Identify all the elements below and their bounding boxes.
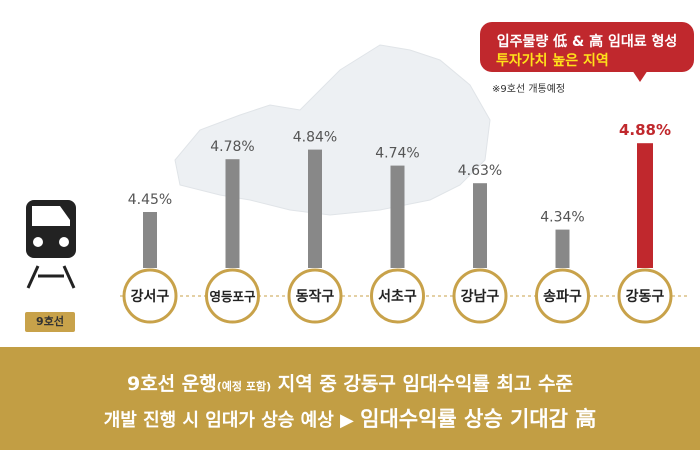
category-label-0: 강서구 bbox=[131, 288, 170, 305]
footer-line1: 9호선 운행(예정 포함) 지역 중 강동구 임대수익률 최고 수준 bbox=[0, 369, 700, 396]
callout-line2: 투자가치 높은 지역 bbox=[496, 53, 609, 69]
bar-chart: 4.45% 강서구 4.78% 영등포구 4.84% 동작구 4.74% 서초구 4.63% 강남… bbox=[120, 121, 690, 324]
value-label-0: 4.45% bbox=[128, 192, 172, 208]
value-label-1: 4.78% bbox=[210, 139, 254, 155]
callout-box: 입주물량 低 & 高 임대료 형성 투자가치 높은 지역 bbox=[480, 22, 694, 72]
footer-line1-b: 지역 중 강동구 임대수익률 최고 수준 bbox=[271, 373, 574, 395]
bar-1 bbox=[225, 159, 240, 268]
value-label-3: 4.74% bbox=[375, 146, 419, 162]
bar-6 bbox=[637, 143, 653, 268]
callout-tail bbox=[632, 70, 648, 82]
category-label-2: 동작구 bbox=[296, 288, 335, 305]
subway-train-icon bbox=[14, 196, 86, 300]
line-9-badge: 9호선 bbox=[25, 312, 75, 332]
category-circle-2 bbox=[287, 268, 343, 324]
callout-line1: 입주물량 低 & 高 임대료 형성 bbox=[496, 34, 678, 50]
bar-0 bbox=[143, 212, 157, 268]
value-label-2: 4.84% bbox=[293, 130, 337, 146]
value-label-5: 4.34% bbox=[540, 210, 584, 226]
bar-2 bbox=[308, 149, 322, 268]
category-label-5: 송파구 bbox=[543, 289, 582, 305]
bar-5 bbox=[555, 229, 570, 268]
footer-line2-b: 임대수익률 상승 기대감 高 bbox=[360, 407, 597, 431]
category-label-6: 강동구 bbox=[626, 288, 665, 305]
bar-3 bbox=[390, 165, 405, 268]
value-label-6: 4.88% bbox=[619, 121, 671, 139]
category-label-4: 강남구 bbox=[461, 288, 500, 305]
category-circle-4 bbox=[452, 268, 508, 324]
footer-banner: 9호선 운행(예정 포함) 지역 중 강동구 임대수익률 최고 수준 개발 진행… bbox=[0, 347, 700, 450]
category-circle-0 bbox=[122, 268, 178, 324]
category-circle-1 bbox=[205, 268, 260, 324]
footer-line2: 개발 진행 시 임대가 상승 예상 ▶ 임대수익률 상승 기대감 高 bbox=[0, 403, 700, 433]
footer-line1-small: (예정 포함) bbox=[216, 380, 272, 393]
category-circle-3 bbox=[370, 268, 425, 324]
category-circle-5 bbox=[535, 268, 590, 324]
category-circle-6 bbox=[617, 268, 673, 324]
value-label-4: 4.63% bbox=[458, 163, 502, 179]
category-label-3: 서초구 bbox=[378, 289, 417, 305]
opening-note: ※9호선 개통예정 bbox=[492, 84, 566, 95]
footer-line1-a: 9호선 운행 bbox=[126, 373, 217, 395]
bar-4 bbox=[473, 183, 487, 268]
category-label-1: 영등포구 bbox=[209, 289, 256, 304]
seoul-map-background bbox=[174, 44, 491, 216]
footer-line2-a: 개발 진행 시 임대가 상승 예상 ▶ bbox=[103, 410, 361, 431]
